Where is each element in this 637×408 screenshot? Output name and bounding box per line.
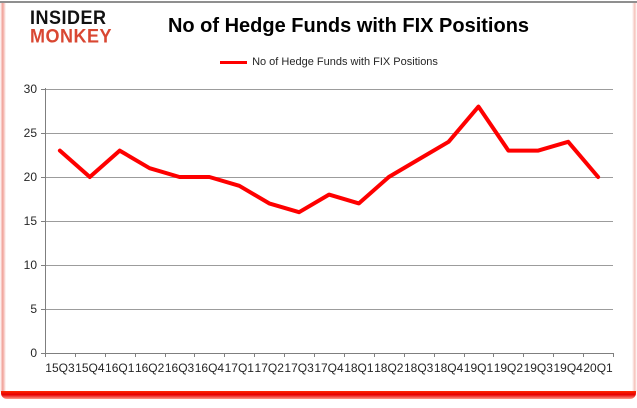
svg-text:18Q1: 18Q1: [344, 361, 374, 375]
svg-text:19Q1: 19Q1: [464, 361, 494, 375]
svg-text:15Q4: 15Q4: [75, 361, 105, 375]
y-axis-labels: 0 5 10 15 20 25 30: [24, 82, 38, 360]
legend-label: No of Hedge Funds with FIX Positions: [252, 56, 438, 68]
gridlines: [41, 89, 613, 354]
svg-text:18Q2: 18Q2: [374, 361, 404, 375]
x-axis-labels: 15Q3 15Q4 16Q1 16Q2 16Q3 16Q4 17Q1 17Q2 17Q3 17Q4…: [45, 361, 613, 375]
svg-text:17Q3: 17Q3: [284, 361, 314, 375]
frame-bottom-red-bar: [1, 391, 636, 399]
chart-legend: No of Hedge Funds with FIX Positions: [45, 56, 613, 68]
data-series-line: [57, 104, 601, 215]
svg-text:20Q1: 20Q1: [583, 361, 613, 375]
insider-monkey-logo: INSIDER MONKEY: [30, 6, 113, 47]
svg-text:5: 5: [30, 302, 37, 316]
svg-text:18Q4: 18Q4: [434, 361, 464, 375]
svg-text:19Q2: 19Q2: [494, 361, 524, 375]
chart-title: No of Hedge Funds with FIX Positions: [167, 15, 530, 37]
svg-text:16Q1: 16Q1: [105, 361, 135, 375]
svg-text:18Q3: 18Q3: [404, 361, 434, 375]
frame-top-border: [0, 1, 637, 3]
x-axis-ticks: [45, 353, 614, 357]
svg-text:16Q3: 16Q3: [165, 361, 195, 375]
svg-text:16Q2: 16Q2: [135, 361, 165, 375]
svg-text:17Q2: 17Q2: [255, 361, 285, 375]
frame-left-glow: [0, 3, 6, 392]
legend-line-swatch: [220, 60, 248, 64]
svg-text:15Q3: 15Q3: [45, 361, 75, 375]
logo-text-monkey: MONKEY: [30, 24, 113, 47]
svg-text:15: 15: [24, 214, 38, 228]
svg-text:0: 0: [30, 346, 37, 360]
svg-text:17Q4: 17Q4: [314, 361, 344, 375]
svg-text:25: 25: [24, 126, 38, 140]
svg-text:17Q1: 17Q1: [225, 361, 255, 375]
frame-right-glow: [632, 3, 637, 392]
svg-text:30: 30: [24, 82, 38, 96]
svg-text:16Q4: 16Q4: [195, 361, 225, 375]
logo-text-insider: INSIDER: [30, 6, 107, 29]
svg-text:19Q4: 19Q4: [553, 361, 583, 375]
svg-text:20: 20: [24, 170, 38, 184]
svg-text:19Q3: 19Q3: [524, 361, 554, 375]
svg-text:10: 10: [24, 258, 38, 272]
